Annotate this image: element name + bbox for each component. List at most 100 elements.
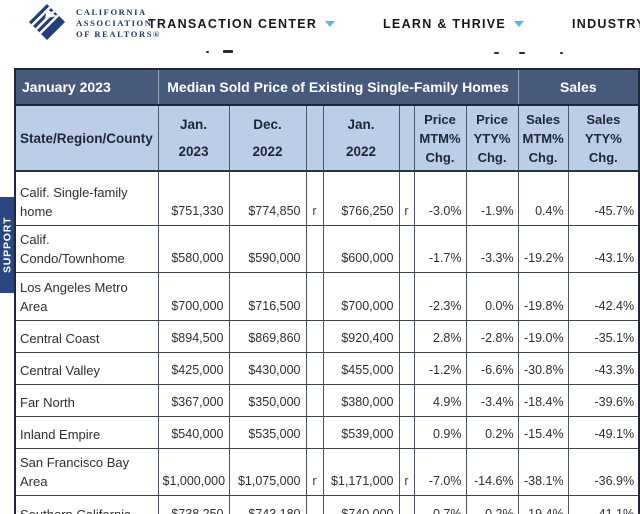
support-tab[interactable]: SUPPORT	[0, 197, 15, 293]
cell-jan-2022-price: $700,000	[323, 272, 400, 321]
table-row: Central Valley $425,000 $430,000 $455,00…	[15, 352, 640, 385]
cell-revision-flag-1	[306, 272, 324, 321]
cell-revision-flag-1: r	[306, 448, 324, 496]
logo-line-3: OF REALTORS®	[76, 29, 161, 39]
cell-sales-mtm-chg: 0.4%	[518, 171, 569, 226]
cell-sales-yty-chg: -41.1%	[568, 495, 640, 514]
cell-price-yty-chg: -2.8%	[466, 320, 519, 353]
cell-revision-flag-2	[399, 495, 415, 514]
cell-revision-flag-1: r	[306, 171, 324, 226]
top-nav-bar: CALIFORNIA ASSOCIATION OF REALTORS® TRAN…	[0, 0, 640, 48]
cell-jan-2022-price: $920,400	[323, 320, 400, 353]
table-row: Central Coast $894,500 $869,860 $920,400…	[15, 320, 640, 353]
cell-region-name: Central Valley	[15, 352, 159, 385]
cell-price-mtm-chg: -7.0%	[414, 448, 467, 496]
cell-region-name: Calif. Single-family home	[15, 171, 159, 226]
table-row: Inland Empire $540,000 $535,000 $539,000…	[15, 416, 640, 449]
table-row: San Francisco Bay Area $1,000,000 $1,075…	[15, 448, 640, 496]
cell-revision-flag-2	[399, 225, 415, 273]
cell-revision-flag-1	[306, 320, 324, 353]
cell-region-name: Far North	[15, 384, 159, 417]
cell-price-yty-chg: -0.2%	[466, 495, 519, 514]
cell-jan-2023-price: $738,250	[158, 495, 230, 514]
cell-jan-2023-price: $367,000	[158, 384, 230, 417]
cell-sales-yty-chg: -42.4%	[568, 272, 640, 321]
nav-item-label: TRANSACTION CENTER	[148, 17, 318, 31]
col-header-sales-yty: Sales YTY% Chg.	[568, 105, 640, 172]
car-logo-wordmark: CALIFORNIA ASSOCIATION OF REALTORS®	[76, 7, 161, 41]
cell-region-name: San Francisco Bay Area	[15, 448, 159, 496]
cell-revision-flag-1	[306, 384, 324, 417]
cell-price-mtm-chg: 2.8%	[414, 320, 467, 353]
cell-price-yty-chg: -6.6%	[466, 352, 519, 385]
cell-price-mtm-chg: -3.0%	[414, 171, 467, 226]
table-row: Far North $367,000 $350,000 $380,000 4.9…	[15, 384, 640, 417]
col-header-jan-2022: Jan. 2022	[323, 105, 400, 172]
cell-region-name: Inland Empire	[15, 416, 159, 449]
cell-sales-mtm-chg: -19.2%	[518, 225, 569, 273]
cell-jan-2023-price: $751,330	[158, 171, 230, 226]
price-section-header: Median Sold Price of Existing Single-Fam…	[158, 69, 519, 106]
cell-jan-2022-price: $1,171,000	[323, 448, 400, 496]
nav-item-industry[interactable]: INDUSTRY	[572, 17, 640, 31]
cell-price-mtm-chg: 0.9%	[414, 416, 467, 449]
cell-dec-2022-price: $590,000	[229, 225, 307, 273]
cell-jan-2022-price: $539,000	[323, 416, 400, 449]
table-row: Los Angeles Metro Area $700,000 $716,500…	[15, 272, 640, 321]
cell-dec-2022-price: $774,850	[229, 171, 307, 226]
cell-jan-2023-price: $425,000	[158, 352, 230, 385]
cell-revision-flag-1	[306, 495, 324, 514]
cell-revision-flag-2	[399, 416, 415, 449]
col-header-revision-flag-1	[306, 105, 324, 172]
cell-region-name: Central Coast	[15, 320, 159, 353]
table-row: Calif. Single-family home $751,330 $774,…	[15, 171, 640, 226]
sales-section-header: Sales	[518, 69, 640, 106]
cell-region-name: Los Angeles Metro Area	[15, 272, 159, 321]
cell-price-mtm-chg: -0.7%	[414, 495, 467, 514]
cell-sales-mtm-chg: -30.8%	[518, 352, 569, 385]
cell-sales-yty-chg: -43.1%	[568, 225, 640, 273]
cell-revision-flag-1	[306, 416, 324, 449]
cell-sales-mtm-chg: -38.1%	[518, 448, 569, 496]
cell-price-yty-chg: 0.0%	[466, 272, 519, 321]
table-row: Southern California $738,250 $743,180 $7…	[15, 495, 640, 514]
cell-price-mtm-chg: -1.7%	[414, 225, 467, 273]
col-header-jan-2023: Jan. 2023	[158, 105, 230, 172]
cell-revision-flag-2: r	[399, 448, 415, 496]
cell-region-name: Southern California	[15, 495, 159, 514]
cell-price-yty-chg: 0.2%	[466, 416, 519, 449]
cell-sales-yty-chg: -39.6%	[568, 384, 640, 417]
cell-revision-flag-2	[399, 352, 415, 385]
cell-jan-2022-price: $455,000	[323, 352, 400, 385]
cell-sales-mtm-chg: -19.0%	[518, 320, 569, 353]
cell-revision-flag-1	[306, 225, 324, 273]
cell-dec-2022-price: $535,000	[229, 416, 307, 449]
col-header-price-mtm: Price MTM% Chg.	[414, 105, 467, 172]
nav-item-label: LEARN & THRIVE	[383, 17, 507, 31]
cell-jan-2023-price: $1,000,000	[158, 448, 230, 496]
cell-sales-mtm-chg: -18.4%	[518, 384, 569, 417]
chevron-down-icon	[325, 21, 336, 27]
cell-dec-2022-price: $716,500	[229, 272, 307, 321]
col-header-revision-flag-2	[399, 105, 415, 172]
nav-item-transaction-center[interactable]: TRANSACTION CENTER	[148, 17, 336, 31]
cell-dec-2022-price: $430,000	[229, 352, 307, 385]
support-tab-label: SUPPORT	[1, 216, 14, 274]
table-row: Calif. Condo/Townhome $580,000 $590,000 …	[15, 225, 640, 273]
cell-revision-flag-2	[399, 384, 415, 417]
cell-sales-mtm-chg: -15.4%	[518, 416, 569, 449]
cell-price-mtm-chg: -2.3%	[414, 272, 467, 321]
cell-price-yty-chg: -1.9%	[466, 171, 519, 226]
cell-jan-2022-price: $600,000	[323, 225, 400, 273]
cell-sales-yty-chg: -49.1%	[568, 416, 640, 449]
cell-jan-2023-price: $540,000	[158, 416, 230, 449]
car-logo[interactable]: CALIFORNIA ASSOCIATION OF REALTORS®	[28, 3, 161, 41]
cell-price-yty-chg: -3.4%	[466, 384, 519, 417]
table-column-header-row: State/Region/County Jan. 2023 Dec. 2022 …	[15, 105, 640, 172]
cell-jan-2023-price: $894,500	[158, 320, 230, 353]
cell-jan-2022-price: $766,250	[323, 171, 400, 226]
cell-sales-mtm-chg: -19.4%	[518, 495, 569, 514]
cell-dec-2022-price: $1,075,000	[229, 448, 307, 496]
nav-item-learn-and-thrive[interactable]: LEARN & THRIVE	[383, 17, 525, 31]
report-month-cell: January 2023	[15, 69, 159, 106]
